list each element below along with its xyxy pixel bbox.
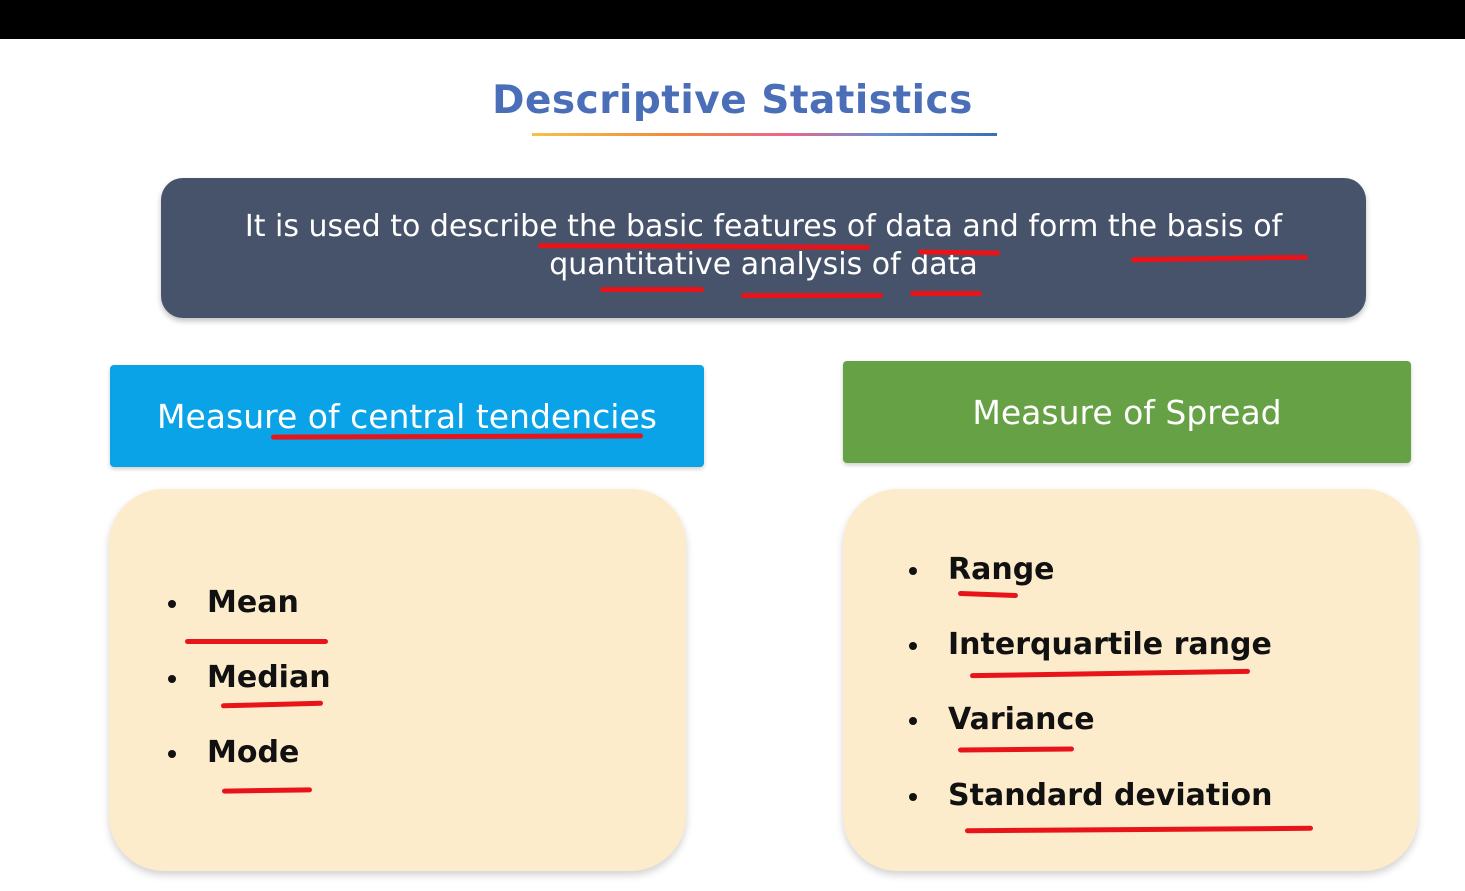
slide-title: Descriptive Statistics bbox=[492, 78, 973, 123]
annotation-underline bbox=[185, 639, 328, 644]
top-black-bar bbox=[0, 0, 1465, 39]
spread-header: Measure of Spread bbox=[843, 361, 1411, 463]
definition-text: It is used to describe the basic feature… bbox=[244, 209, 1283, 282]
list-item-standard-deviation: Standard deviation bbox=[948, 778, 1273, 813]
central-tendency-card bbox=[109, 489, 686, 871]
annotation-underline bbox=[741, 293, 883, 298]
bullet-icon bbox=[168, 750, 176, 758]
title-underline bbox=[532, 133, 997, 136]
list-item-median: Median bbox=[207, 660, 331, 695]
list-item-range: Range bbox=[948, 552, 1055, 587]
bullet-icon bbox=[909, 642, 917, 650]
bullet-icon bbox=[909, 793, 917, 801]
annotation-underline bbox=[957, 746, 1075, 753]
bullet-icon bbox=[909, 717, 917, 725]
list-item-mode: Mode bbox=[207, 735, 300, 770]
annotation-underline bbox=[910, 291, 982, 296]
annotation-underline bbox=[600, 287, 704, 292]
spread-card bbox=[843, 489, 1418, 871]
list-item-mean: Mean bbox=[207, 585, 299, 620]
central-tendency-header: Measure of central tendencies bbox=[110, 365, 704, 467]
bullet-icon bbox=[168, 675, 176, 683]
list-item-variance: Variance bbox=[948, 702, 1095, 737]
bullet-icon bbox=[168, 600, 176, 608]
bullet-icon bbox=[909, 567, 917, 575]
list-item-interquartile-range: Interquartile range bbox=[948, 627, 1272, 662]
